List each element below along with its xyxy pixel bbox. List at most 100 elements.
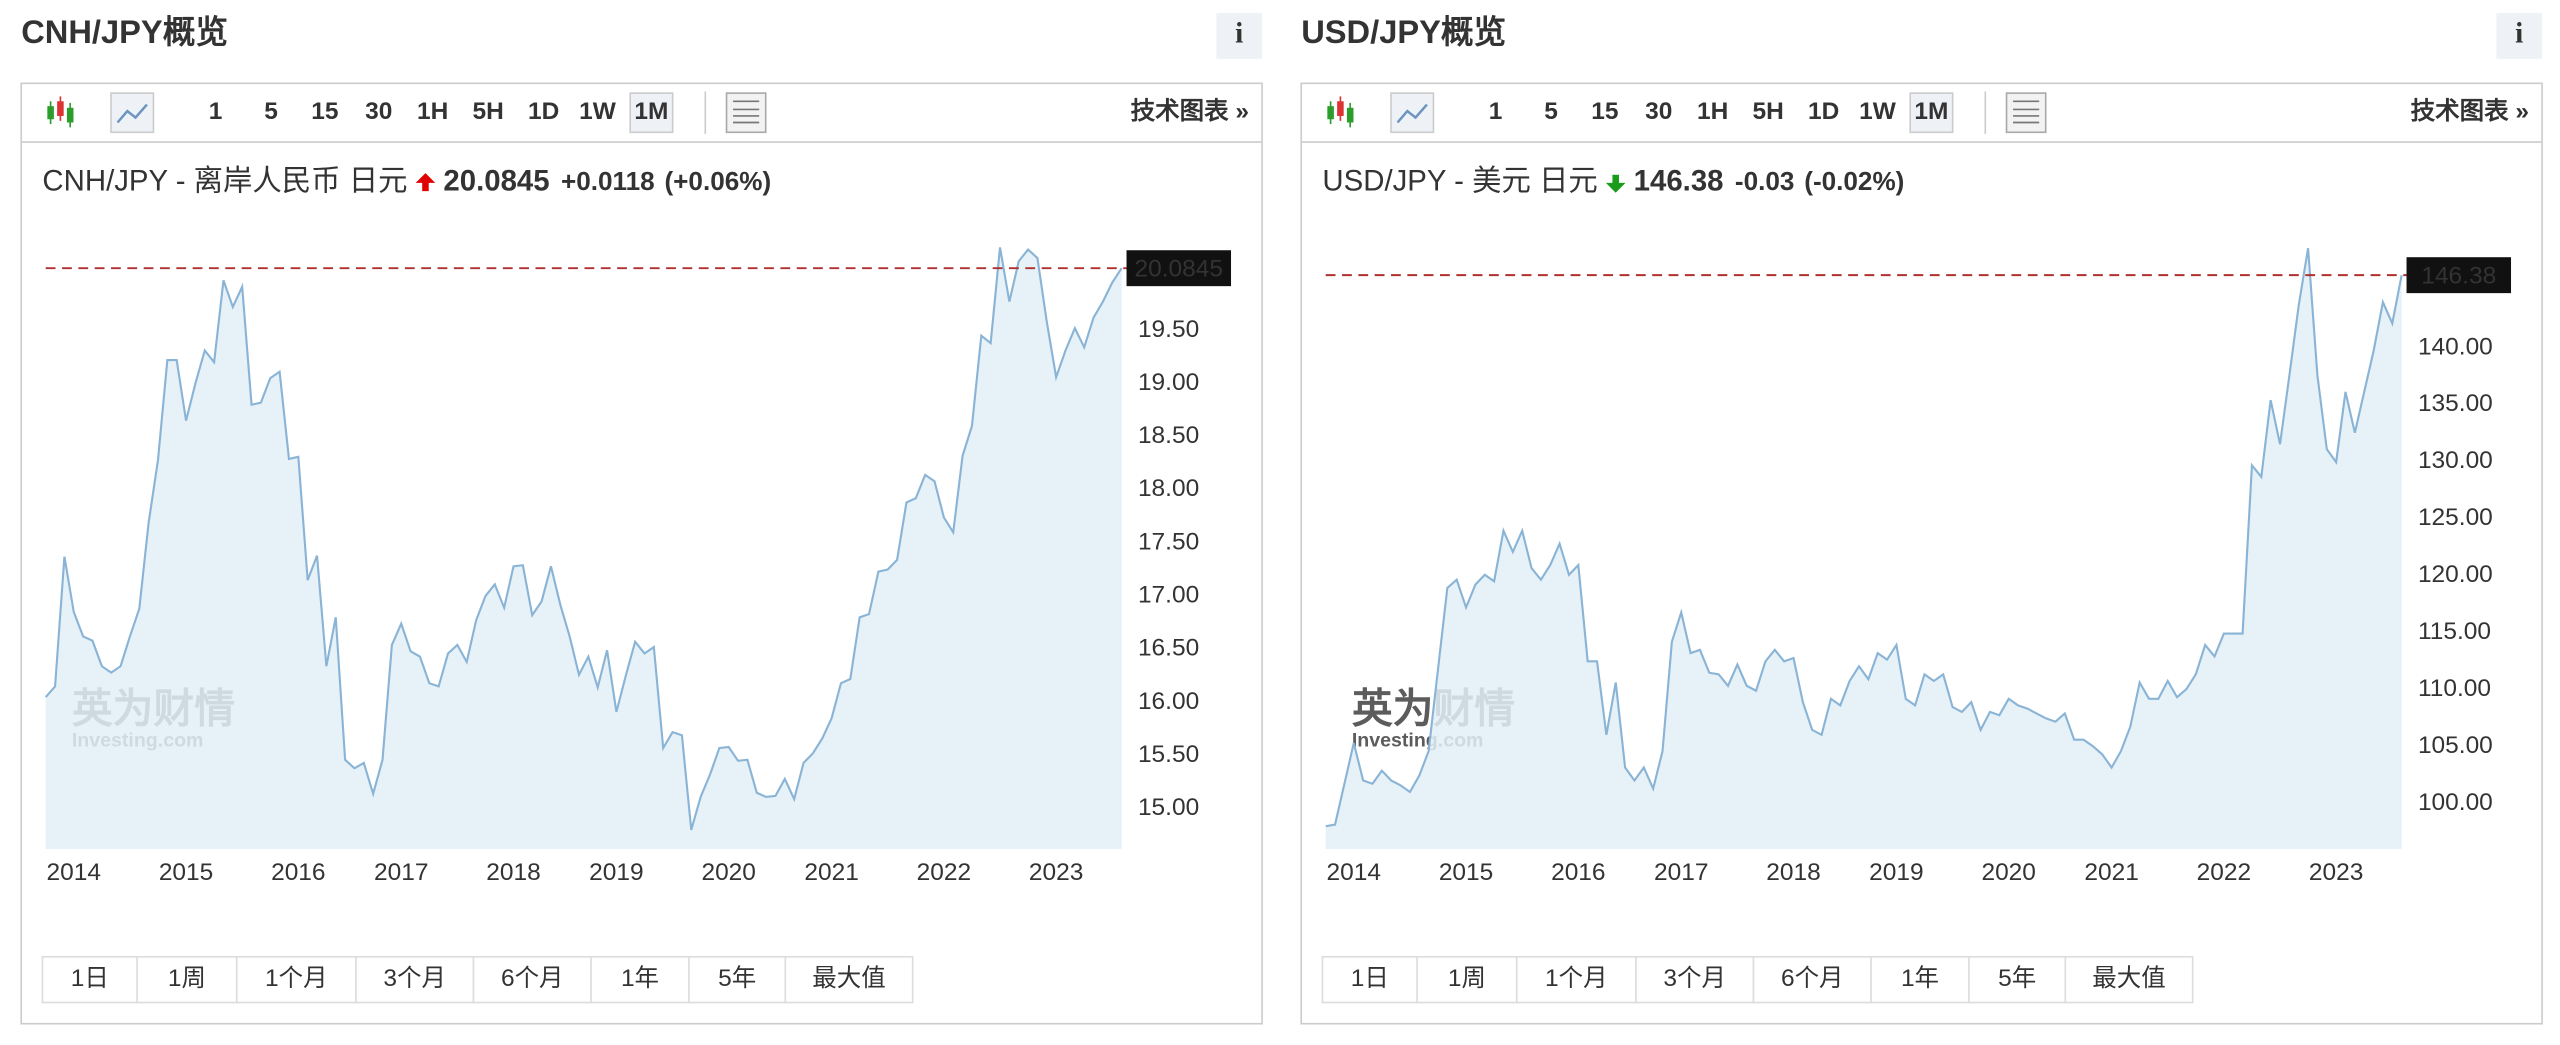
tech-chart-link[interactable]: 技术图表 »: [2411, 97, 2529, 125]
interval-button[interactable]: 1D: [528, 98, 559, 125]
range-button[interactable]: [472, 955, 592, 1004]
line-icon-glyph: [1396, 103, 1428, 124]
y-tick-label: 105.00: [2418, 732, 2493, 759]
range-button[interactable]: [235, 955, 357, 1004]
quote-arrow: [1605, 174, 1626, 193]
x-tick-label: 2014: [47, 859, 101, 886]
x-tick-label: 2018: [486, 859, 540, 886]
info-button[interactable]: [2496, 13, 2543, 59]
interval-button[interactable]: 1H: [417, 98, 448, 125]
x-tick-label: 2015: [159, 859, 213, 886]
y-tick-label: 120.00: [2418, 561, 2493, 588]
x-tick-label: 2021: [2084, 859, 2138, 886]
y-tick-label: 125.00: [2418, 504, 2493, 531]
x-tick-label: 2017: [1654, 859, 1708, 886]
interval-button[interactable]: 1W: [1859, 98, 1897, 125]
candle-icon-body: [1346, 107, 1354, 123]
y-tick-label: 140.00: [2418, 333, 2493, 360]
range-label: 1个月: [265, 965, 328, 992]
interval-button[interactable]: 5: [1544, 98, 1558, 125]
range-button[interactable]: [1968, 955, 2067, 1004]
x-tick-label: 2023: [1029, 859, 1083, 886]
last-price-label: 20.0845: [1135, 255, 1223, 282]
interval-button[interactable]: 5H: [473, 98, 504, 125]
quote-price: 146.38: [1634, 165, 1724, 198]
interval-button[interactable]: 1: [1489, 98, 1503, 125]
x-tick-label: 2015: [1439, 859, 1493, 886]
range-button[interactable]: [1752, 955, 1872, 1004]
interval-button[interactable]: 5: [264, 98, 278, 125]
y-tick-label: 16.00: [1138, 688, 1199, 715]
x-tick-label: 2014: [1327, 859, 1381, 886]
interval-button[interactable]: 30: [365, 98, 392, 125]
interval-button[interactable]: 1H: [1697, 98, 1728, 125]
interval-button[interactable]: 1: [209, 98, 223, 125]
interval-button[interactable]: 15: [311, 98, 338, 125]
price-line: [1325, 248, 2403, 828]
range-button[interactable]: [1870, 955, 1970, 1004]
candle-icon-body: [1337, 101, 1344, 116]
line-icon-glyph: [116, 103, 148, 124]
interval-button[interactable]: 15: [1591, 98, 1618, 125]
panel-title: USD/JPY概览: [1301, 13, 1506, 50]
x-tick-label: 2020: [701, 859, 755, 886]
interval-button[interactable]: 1M: [634, 98, 668, 125]
range-button[interactable]: [1515, 955, 1637, 1004]
range-button[interactable]: [688, 955, 787, 1004]
interval-button[interactable]: 30: [1645, 98, 1672, 125]
x-tick-label: 2022: [917, 859, 971, 886]
quote-change: +0.0118: [561, 166, 655, 196]
info-label: i: [2515, 18, 2523, 50]
interval-button[interactable]: 1D: [1808, 98, 1839, 125]
range-label: 6个月: [1781, 965, 1844, 992]
range-button[interactable]: [1321, 955, 1418, 1004]
candle-icon-body: [66, 107, 74, 123]
x-tick-label: 2019: [1869, 859, 1923, 886]
tech-chart-link[interactable]: 技术图表 »: [1131, 97, 1249, 125]
range-button[interactable]: [1416, 955, 1518, 1004]
x-tick-label: 2016: [1551, 859, 1605, 886]
range-label: 1日: [71, 965, 109, 992]
range-label: 1周: [1448, 965, 1486, 992]
x-tick-label: 2023: [2309, 859, 2363, 886]
range-button[interactable]: [784, 955, 914, 1004]
last-price-label: 146.38: [2421, 262, 2496, 289]
interval-selected: [629, 92, 674, 134]
range-label: 5年: [1998, 964, 2036, 992]
info-button[interactable]: [1216, 13, 1263, 59]
line-icon[interactable]: [1390, 92, 1435, 134]
range-button[interactable]: [2064, 955, 2194, 1004]
price-line: [44, 247, 1123, 831]
quote-pair: USD/JPY - 美元 日元: [1322, 165, 1597, 198]
y-tick-label: 115.00: [2418, 618, 2491, 645]
area-fill: [1325, 248, 2402, 850]
y-tick-label: 15.00: [1138, 794, 1199, 821]
range-button[interactable]: [136, 955, 238, 1004]
y-tick-label: 16.50: [1138, 635, 1199, 662]
y-tick-label: 100.00: [2418, 789, 2493, 816]
quote-change: -0.03: [1735, 166, 1795, 196]
area-fill: [45, 247, 1122, 850]
line-icon[interactable]: [110, 92, 155, 134]
interval-selected: [1909, 92, 1954, 134]
y-tick-label: 130.00: [2418, 447, 2493, 474]
quote-price: 20.0845: [443, 165, 549, 198]
range-label: 1年: [1901, 964, 1939, 992]
interval-button[interactable]: 1M: [1914, 98, 1948, 125]
interval-button[interactable]: 5H: [1753, 98, 1784, 125]
x-tick-label: 2020: [1981, 859, 2035, 886]
x-tick-label: 2018: [1766, 859, 1820, 886]
candle-icon-body: [47, 106, 54, 120]
range-label: 3个月: [383, 965, 446, 992]
range-label: 最大值: [812, 964, 885, 992]
table-icon[interactable]: [2005, 92, 2047, 134]
info-label: i: [1235, 18, 1243, 50]
range-button[interactable]: [1635, 955, 1755, 1004]
y-tick-label: 18.50: [1138, 422, 1199, 449]
panel-title: CNH/JPY概览: [21, 13, 228, 50]
range-button[interactable]: [41, 955, 138, 1004]
table-icon[interactable]: [725, 92, 767, 134]
interval-button[interactable]: 1W: [579, 98, 617, 125]
range-button[interactable]: [355, 955, 475, 1004]
